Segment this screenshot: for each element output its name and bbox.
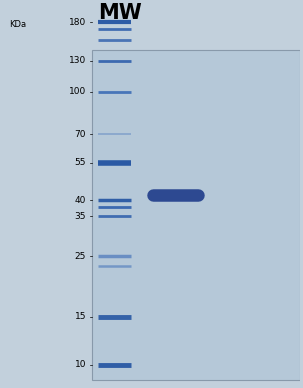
Text: 35: 35 (75, 212, 86, 221)
Text: 180: 180 (69, 18, 86, 27)
Text: 55: 55 (75, 158, 86, 167)
Text: 100: 100 (69, 87, 86, 96)
Text: 25: 25 (75, 252, 86, 261)
FancyBboxPatch shape (92, 50, 300, 380)
Text: 70: 70 (75, 130, 86, 139)
Text: 40: 40 (75, 196, 86, 205)
Text: 130: 130 (69, 56, 86, 65)
Text: KDa: KDa (9, 20, 26, 29)
Text: MW: MW (98, 3, 142, 23)
Text: 10: 10 (75, 360, 86, 369)
Text: 15: 15 (75, 312, 86, 321)
